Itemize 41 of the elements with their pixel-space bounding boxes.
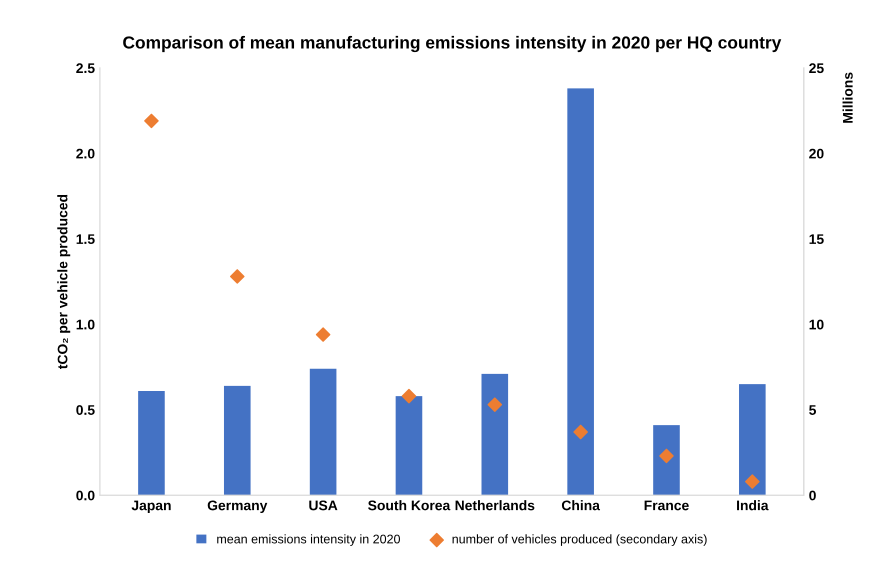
point: [488, 397, 502, 412]
y-tick-label: 0.5: [76, 405, 95, 415]
point: [402, 388, 416, 404]
x-tick-label: Germany: [208, 500, 268, 514]
y2-tick-label: 15: [810, 234, 824, 244]
bar: [653, 425, 680, 496]
y-tick-label: 1.5: [76, 234, 95, 244]
y2-tick-label: 0: [809, 490, 816, 500]
x-tick-label: China: [562, 500, 600, 510]
x-tick-label: Japan: [132, 500, 171, 514]
bar: [224, 386, 251, 496]
x-tick-label: Netherlands: [456, 500, 534, 510]
bar: [567, 88, 594, 496]
x-tick-label: USA: [309, 500, 338, 510]
y2-axis-title: Millions: [842, 72, 853, 123]
bar: [310, 368, 336, 496]
point: [316, 327, 330, 342]
legend-label: number of vehicles produced (secondary axis): [452, 534, 707, 546]
y-tick-label: 2.0: [76, 148, 95, 159]
y-axis-title: tCO₂ per vehicle produced: [57, 194, 70, 370]
point: [573, 424, 588, 440]
y2-tick-label: 25: [809, 63, 824, 74]
bar: [481, 374, 508, 496]
chart-title: Comparison of mean manufacturing emissions intensity in 2020 per HQ country: [123, 36, 782, 52]
y2-tick-label: 20: [809, 148, 824, 159]
x-tick-label: France: [644, 500, 689, 510]
bar: [138, 390, 165, 496]
bar: [396, 396, 422, 496]
bar: [739, 384, 766, 496]
point: [144, 114, 159, 128]
x-tick-label: South Korea: [368, 500, 450, 510]
y-tick-label: 1.0: [76, 320, 95, 330]
point: [659, 448, 674, 464]
y2-tick-label: 10: [810, 320, 824, 330]
point: [745, 474, 760, 489]
y2-tick-label: 5: [809, 405, 816, 415]
y-tick-label: 0.0: [76, 490, 95, 500]
point: [230, 269, 245, 284]
x-tick-label: India: [737, 500, 769, 510]
y-tick-label: 2.5: [76, 63, 95, 74]
legend-label: mean emissions intensity in 2020: [217, 534, 400, 546]
